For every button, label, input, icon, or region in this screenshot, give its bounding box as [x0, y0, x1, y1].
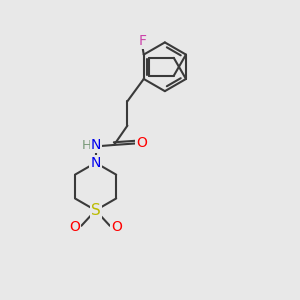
Text: N: N	[91, 138, 101, 152]
Text: F: F	[138, 34, 146, 48]
Text: H: H	[82, 139, 92, 152]
Text: N: N	[90, 156, 101, 170]
Text: S: S	[91, 203, 100, 218]
Text: O: O	[111, 220, 122, 234]
Text: O: O	[136, 136, 147, 151]
Text: O: O	[69, 220, 80, 234]
